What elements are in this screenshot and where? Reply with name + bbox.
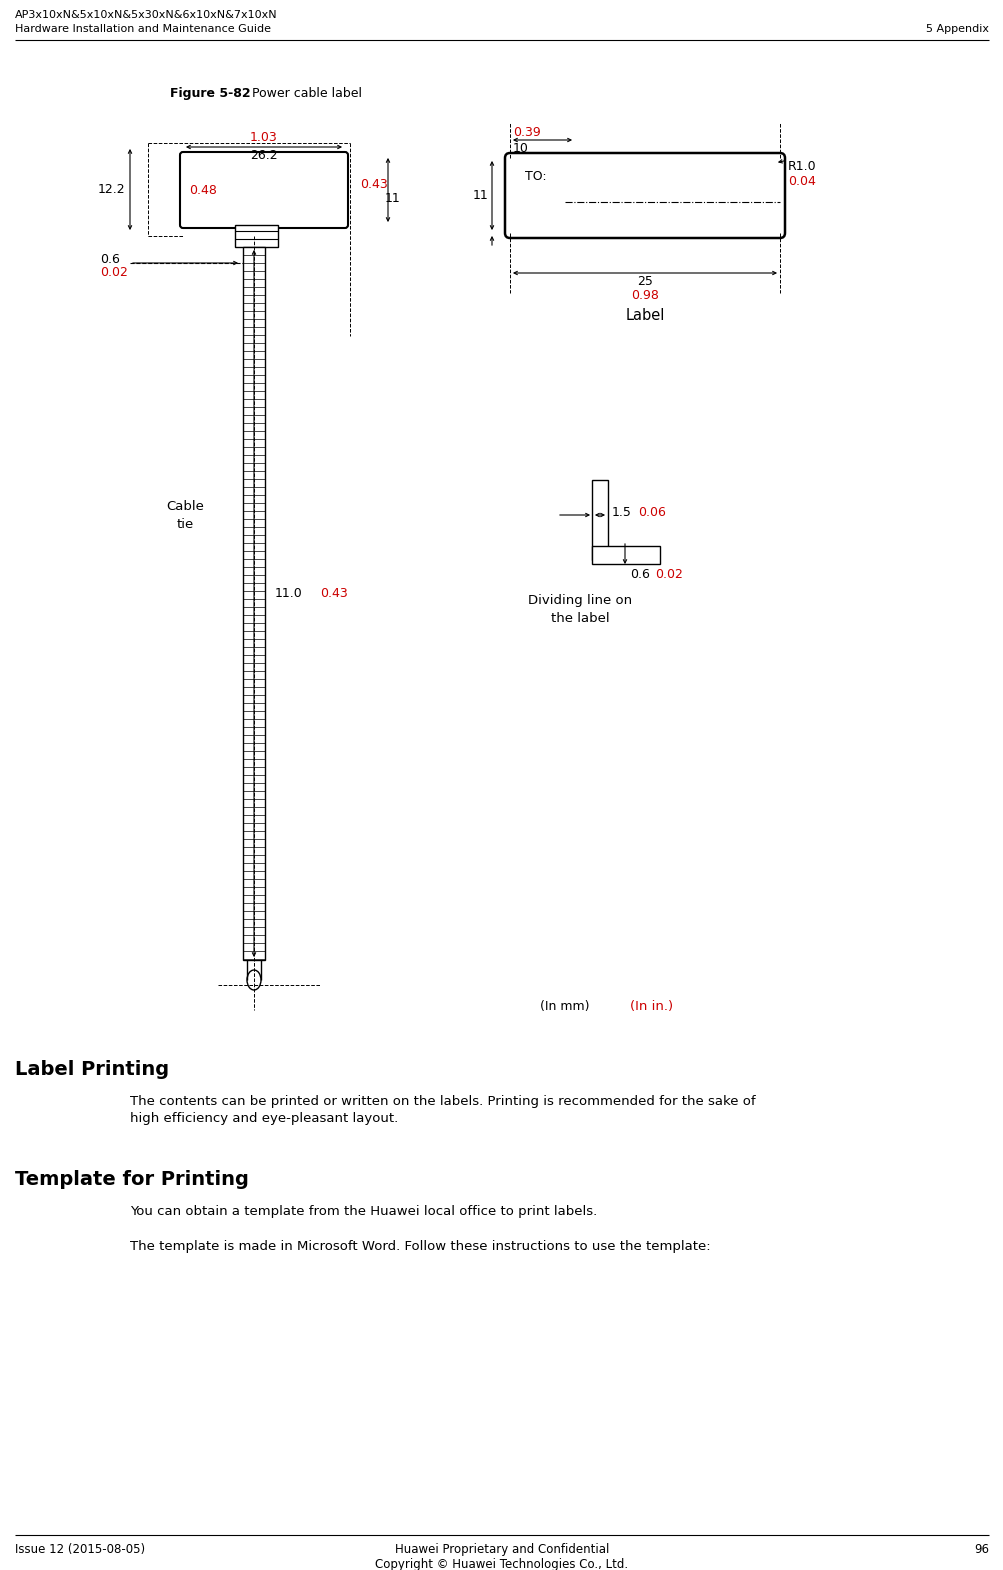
Text: tie: tie — [177, 518, 194, 531]
Bar — [235, 225, 278, 246]
Text: 0.6: 0.6 — [629, 568, 649, 581]
Text: 11: 11 — [384, 192, 400, 206]
Text: Issue 12 (2015-08-05): Issue 12 (2015-08-05) — [15, 1543, 145, 1556]
Ellipse shape — [247, 970, 261, 991]
Text: AP3x10xN&5x10xN&5x30xN&6x10xN&7x10xN: AP3x10xN&5x10xN&5x30xN&6x10xN&7x10xN — [15, 9, 278, 20]
Text: 11: 11 — [471, 188, 487, 203]
Text: TO:: TO: — [525, 170, 546, 184]
Text: 25: 25 — [637, 275, 652, 287]
Bar — [592, 546, 659, 564]
Text: Figure 5-82: Figure 5-82 — [170, 86, 251, 100]
Text: 1.03: 1.03 — [250, 130, 278, 144]
Text: 0.43: 0.43 — [360, 177, 387, 192]
Text: the label: the label — [550, 612, 609, 625]
Text: 0.02: 0.02 — [654, 568, 682, 581]
Text: Cable: Cable — [165, 499, 204, 513]
Text: (In in.): (In in.) — [629, 1000, 672, 1013]
Text: 26.2: 26.2 — [250, 149, 278, 162]
FancyBboxPatch shape — [180, 152, 348, 228]
Text: Hardware Installation and Maintenance Guide: Hardware Installation and Maintenance Gu… — [15, 24, 271, 35]
Text: 0.06: 0.06 — [637, 506, 665, 518]
Text: Copyright © Huawei Technologies Co., Ltd.: Copyright © Huawei Technologies Co., Ltd… — [375, 1557, 628, 1570]
Text: high efficiency and eye-pleasant layout.: high efficiency and eye-pleasant layout. — [129, 1112, 398, 1126]
Text: R1.0: R1.0 — [787, 160, 815, 173]
Text: 96: 96 — [973, 1543, 988, 1556]
Text: Template for Printing: Template for Printing — [15, 1170, 249, 1188]
Text: 11.0: 11.0 — [275, 587, 303, 600]
Text: 5 Appendix: 5 Appendix — [925, 24, 988, 35]
Text: Label Printing: Label Printing — [15, 1060, 169, 1079]
Text: 0.48: 0.48 — [189, 184, 217, 196]
Text: 0.98: 0.98 — [631, 289, 658, 301]
Text: Huawei Proprietary and Confidential: Huawei Proprietary and Confidential — [394, 1543, 609, 1556]
Text: Dividing line on: Dividing line on — [528, 593, 632, 608]
Text: 10: 10 — [513, 141, 529, 155]
Text: 0.6: 0.6 — [100, 253, 119, 265]
Text: You can obtain a template from the Huawei local office to print labels.: You can obtain a template from the Huawe… — [129, 1206, 597, 1218]
Text: The contents can be printed or written on the labels. Printing is recommended fo: The contents can be printed or written o… — [129, 1094, 755, 1108]
Text: 12.2: 12.2 — [97, 184, 125, 196]
Bar — [243, 246, 265, 959]
Text: 0.43: 0.43 — [320, 587, 347, 600]
Text: The template is made in Microsoft Word. Follow these instructions to use the tem: The template is made in Microsoft Word. … — [129, 1240, 710, 1253]
Text: (In mm): (In mm) — [540, 1000, 589, 1013]
Text: 0.04: 0.04 — [787, 174, 815, 188]
Text: Label: Label — [625, 308, 664, 323]
Bar — [592, 480, 608, 560]
Text: 1.5: 1.5 — [612, 506, 631, 518]
Text: 0.39: 0.39 — [513, 126, 541, 140]
FancyBboxPatch shape — [505, 152, 784, 239]
Text: Power cable label: Power cable label — [248, 86, 362, 100]
Text: 0.02: 0.02 — [100, 265, 127, 279]
